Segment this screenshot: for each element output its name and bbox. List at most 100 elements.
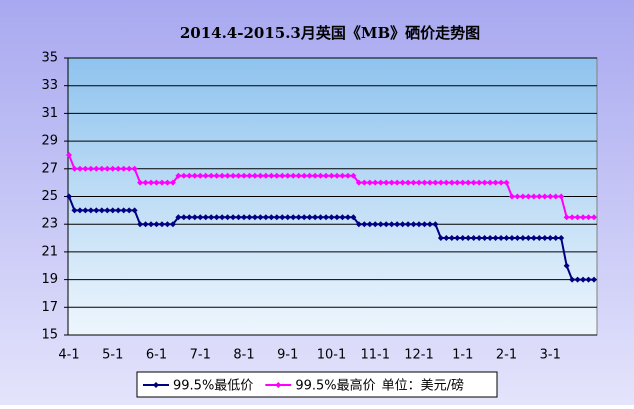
- data-point: [580, 214, 587, 221]
- data-point: [503, 179, 510, 186]
- data-point: [262, 172, 269, 179]
- x-tick-label: 5-1: [102, 348, 123, 363]
- data-point: [290, 172, 297, 179]
- data-point: [481, 179, 488, 186]
- data-point: [333, 172, 340, 179]
- data-point: [257, 214, 264, 221]
- data-point: [514, 235, 521, 242]
- data-point: [295, 172, 302, 179]
- data-point: [416, 179, 422, 186]
- data-point: [66, 193, 72, 200]
- data-point: [213, 172, 220, 179]
- data-point: [361, 221, 368, 228]
- unit-label: 单位：美元/磅: [382, 378, 464, 394]
- data-point: [158, 221, 165, 228]
- data-point: [498, 179, 505, 186]
- data-point: [213, 214, 220, 221]
- data-point: [377, 221, 384, 228]
- data-point: [355, 221, 362, 228]
- data-point: [153, 179, 160, 186]
- y-tick-label: 23: [41, 217, 58, 232]
- data-point: [454, 179, 461, 186]
- data-point: [230, 172, 237, 179]
- x-tick-label: 1-1: [452, 348, 473, 363]
- legend-marker: [153, 382, 159, 388]
- data-point: [268, 172, 275, 179]
- data-point: [66, 151, 72, 158]
- data-point: [541, 193, 548, 200]
- data-point: [109, 165, 116, 172]
- data-point: [394, 221, 401, 228]
- data-point: [230, 214, 237, 221]
- data-point: [498, 235, 505, 242]
- data-point: [191, 172, 198, 179]
- data-point: [219, 214, 226, 221]
- data-point: [284, 172, 291, 179]
- data-point: [306, 214, 313, 221]
- data-point: [552, 193, 559, 200]
- data-point: [186, 214, 193, 221]
- data-point: [148, 179, 155, 186]
- data-point: [339, 172, 346, 179]
- y-tick-label: 35: [41, 51, 58, 66]
- data-point: [426, 221, 433, 228]
- data-point: [98, 207, 105, 214]
- data-point: [591, 214, 597, 221]
- data-point: [333, 214, 340, 221]
- data-point: [530, 235, 537, 242]
- data-point: [82, 207, 89, 214]
- data-point: [224, 172, 231, 179]
- data-point: [487, 179, 494, 186]
- data-point: [306, 172, 313, 179]
- data-point: [355, 179, 362, 186]
- data-point: [541, 235, 548, 242]
- y-tick-label: 19: [41, 272, 58, 287]
- data-point: [328, 214, 335, 221]
- x-tick-label: 12-1: [404, 348, 434, 363]
- data-point: [470, 235, 477, 242]
- data-point: [558, 235, 565, 242]
- data-point: [508, 235, 515, 242]
- data-point: [508, 193, 515, 200]
- data-point: [339, 214, 346, 221]
- data-point: [164, 179, 171, 186]
- data-point: [284, 214, 291, 221]
- data-point: [454, 235, 461, 242]
- data-point: [317, 214, 324, 221]
- data-point: [131, 165, 138, 172]
- data-point: [224, 214, 231, 221]
- data-point: [405, 179, 412, 186]
- data-point: [180, 172, 187, 179]
- data-point: [142, 221, 149, 228]
- data-point: [388, 221, 395, 228]
- data-point: [459, 235, 466, 242]
- data-point: [241, 172, 247, 179]
- x-tick-label: 2-1: [496, 348, 517, 363]
- data-point: [257, 172, 264, 179]
- chart-title: 2014.4-2015.3月英国《MB》硒价走势图: [180, 24, 480, 42]
- data-point: [350, 172, 357, 179]
- data-point: [426, 179, 433, 186]
- data-point: [432, 179, 439, 186]
- y-tick-label: 25: [41, 189, 58, 204]
- data-point: [241, 214, 247, 221]
- x-tick-label: 4-1: [58, 348, 79, 363]
- x-tick-label: 10-1: [317, 348, 347, 363]
- x-tick-label: 9-1: [277, 348, 298, 363]
- data-point: [169, 221, 176, 228]
- data-point: [82, 165, 89, 172]
- data-point: [76, 207, 83, 214]
- data-point: [279, 214, 286, 221]
- data-point: [142, 179, 149, 186]
- data-point: [126, 207, 133, 214]
- data-point: [197, 214, 204, 221]
- legend-marker: [275, 382, 282, 388]
- y-tick-label: 15: [41, 328, 58, 343]
- data-point: [366, 179, 373, 186]
- data-point: [519, 193, 526, 200]
- data-point: [569, 214, 576, 221]
- data-point: [109, 207, 116, 214]
- data-point: [350, 214, 357, 221]
- data-point: [547, 235, 554, 242]
- data-point: [317, 172, 324, 179]
